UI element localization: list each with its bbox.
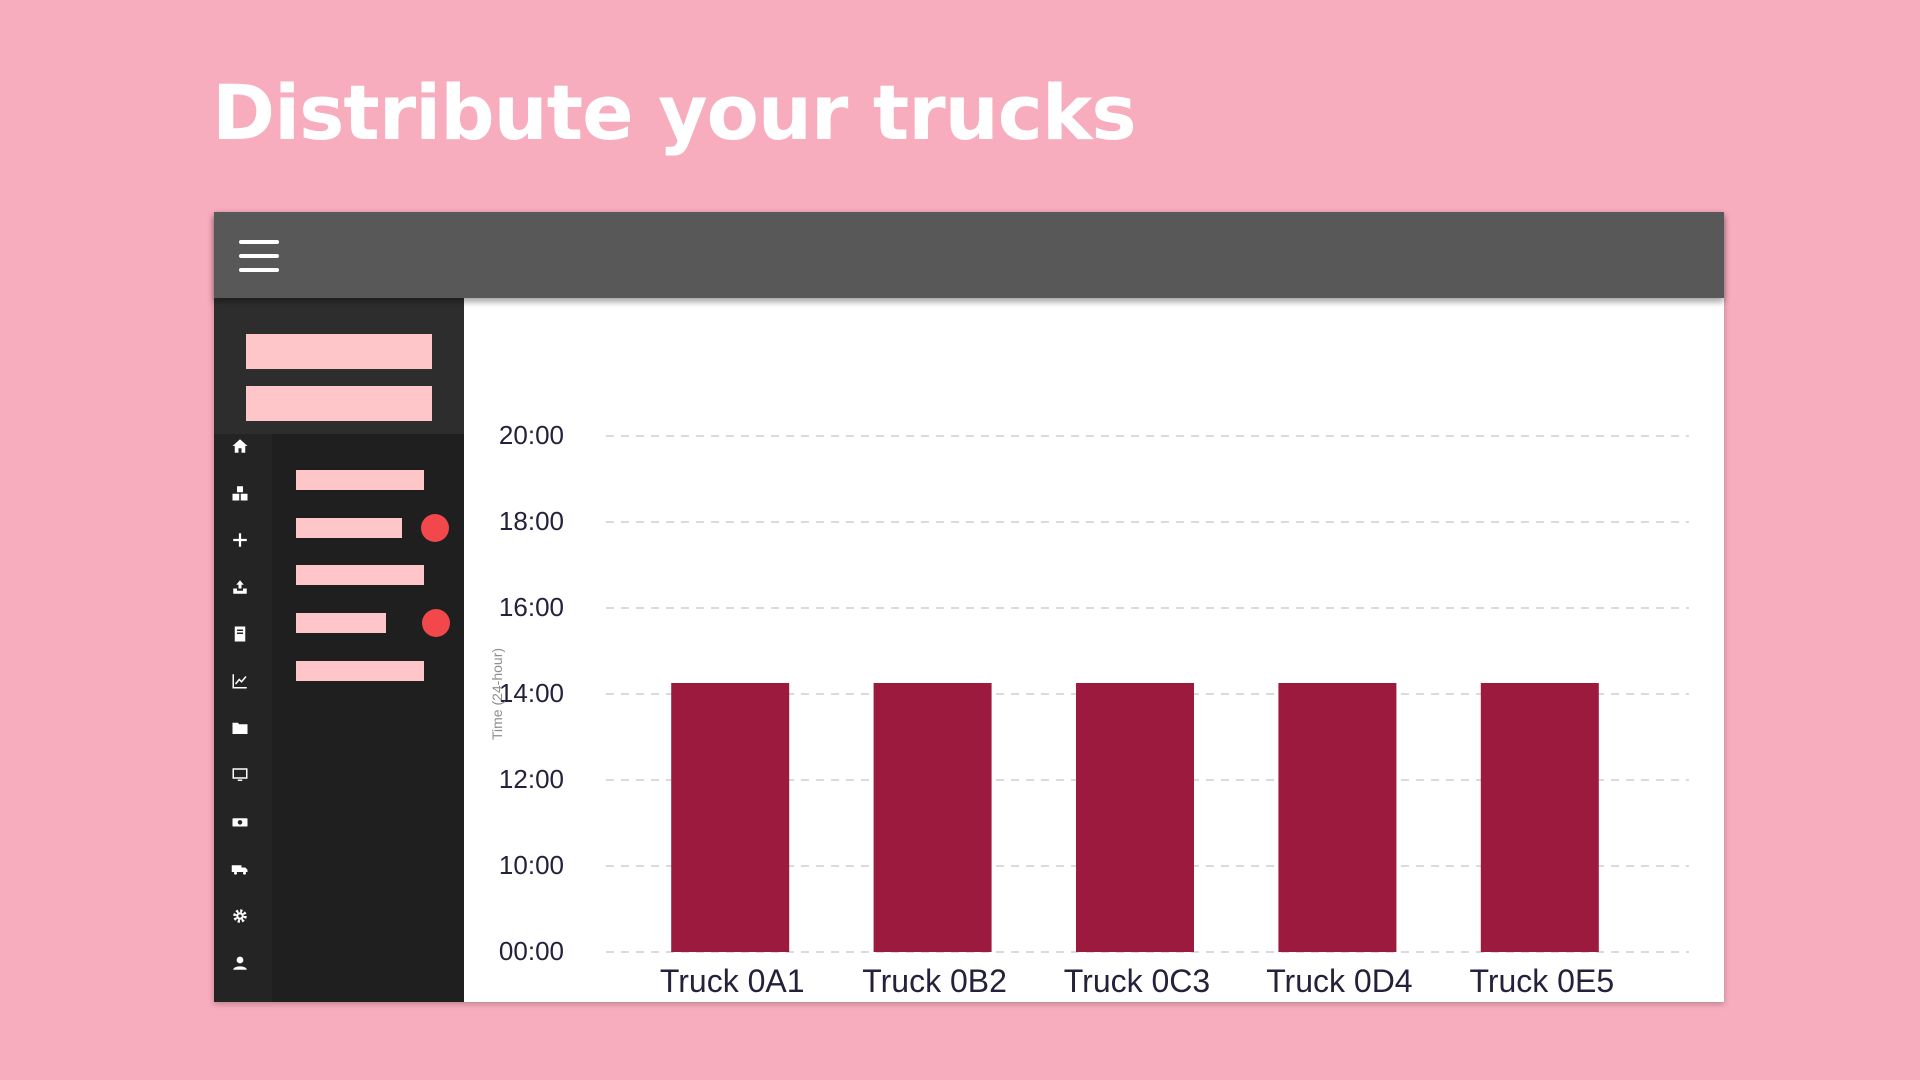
home-icon[interactable] [228,434,252,458]
chart-area: 00:00 10:00 12:00 14:00 16:00 18:00 20:00 Time … [464,298,1724,1002]
submenu-panel [272,434,464,1002]
book-icon[interactable] [228,622,252,646]
y-tick-label: 20:00 [499,420,564,450]
menu-item-4[interactable] [296,613,386,633]
notification-dot [422,609,450,637]
monitor-icon[interactable] [228,763,252,787]
line-chart-icon[interactable] [228,669,252,693]
y-tick-label: 18:00 [499,506,564,536]
y-tick-label: 00:00 [499,936,564,966]
user-icon[interactable] [228,951,252,975]
truck-icon[interactable] [228,857,252,881]
app-window: 00:00 10:00 12:00 14:00 16:00 18:00 20:00 Time … [214,212,1724,1002]
x-category-label: Truck 0D4 [1266,963,1412,999]
x-category-label: Truck 0E5 [1469,963,1614,999]
sidebar-header-block-2 [246,386,432,421]
plus-icon[interactable] [228,528,252,552]
inbox-upload-icon[interactable] [228,575,252,599]
y-tick-label: 16:00 [499,592,564,622]
menu-item-1[interactable] [296,470,424,490]
x-category-label: Truck 0A1 [660,963,805,999]
top-bar [214,212,1724,298]
y-axis-title: Time (24-hour) [489,648,505,740]
menu-item-5[interactable] [296,661,424,681]
sidebar [214,298,464,1002]
menu-item-3[interactable] [296,565,424,585]
gear-icon[interactable] [228,904,252,928]
page-headline: Distribute your trucks [212,68,1137,157]
bar-chart: 00:00 10:00 12:00 14:00 16:00 18:00 20:00 Time … [489,420,1689,999]
folder-icon[interactable] [228,716,252,740]
notification-dot [421,514,449,542]
bar[interactable] [1076,683,1194,952]
y-tick-label: 12:00 [499,764,564,794]
icon-rail [214,434,272,1002]
bar[interactable] [671,683,790,952]
bar[interactable] [1278,683,1397,952]
bar[interactable] [1480,683,1599,952]
x-category-label: Truck 0C3 [1064,963,1210,999]
hamburger-menu-icon[interactable] [239,240,279,272]
y-tick-label: 14:00 [499,678,564,708]
boxes-icon[interactable] [228,481,252,505]
sidebar-header-block-1 [246,334,432,369]
x-category-label: Truck 0B2 [862,963,1007,999]
y-tick-label: 10:00 [499,850,564,880]
bar[interactable] [873,683,992,952]
cash-icon[interactable] [228,810,252,834]
menu-item-2[interactable] [296,518,402,538]
